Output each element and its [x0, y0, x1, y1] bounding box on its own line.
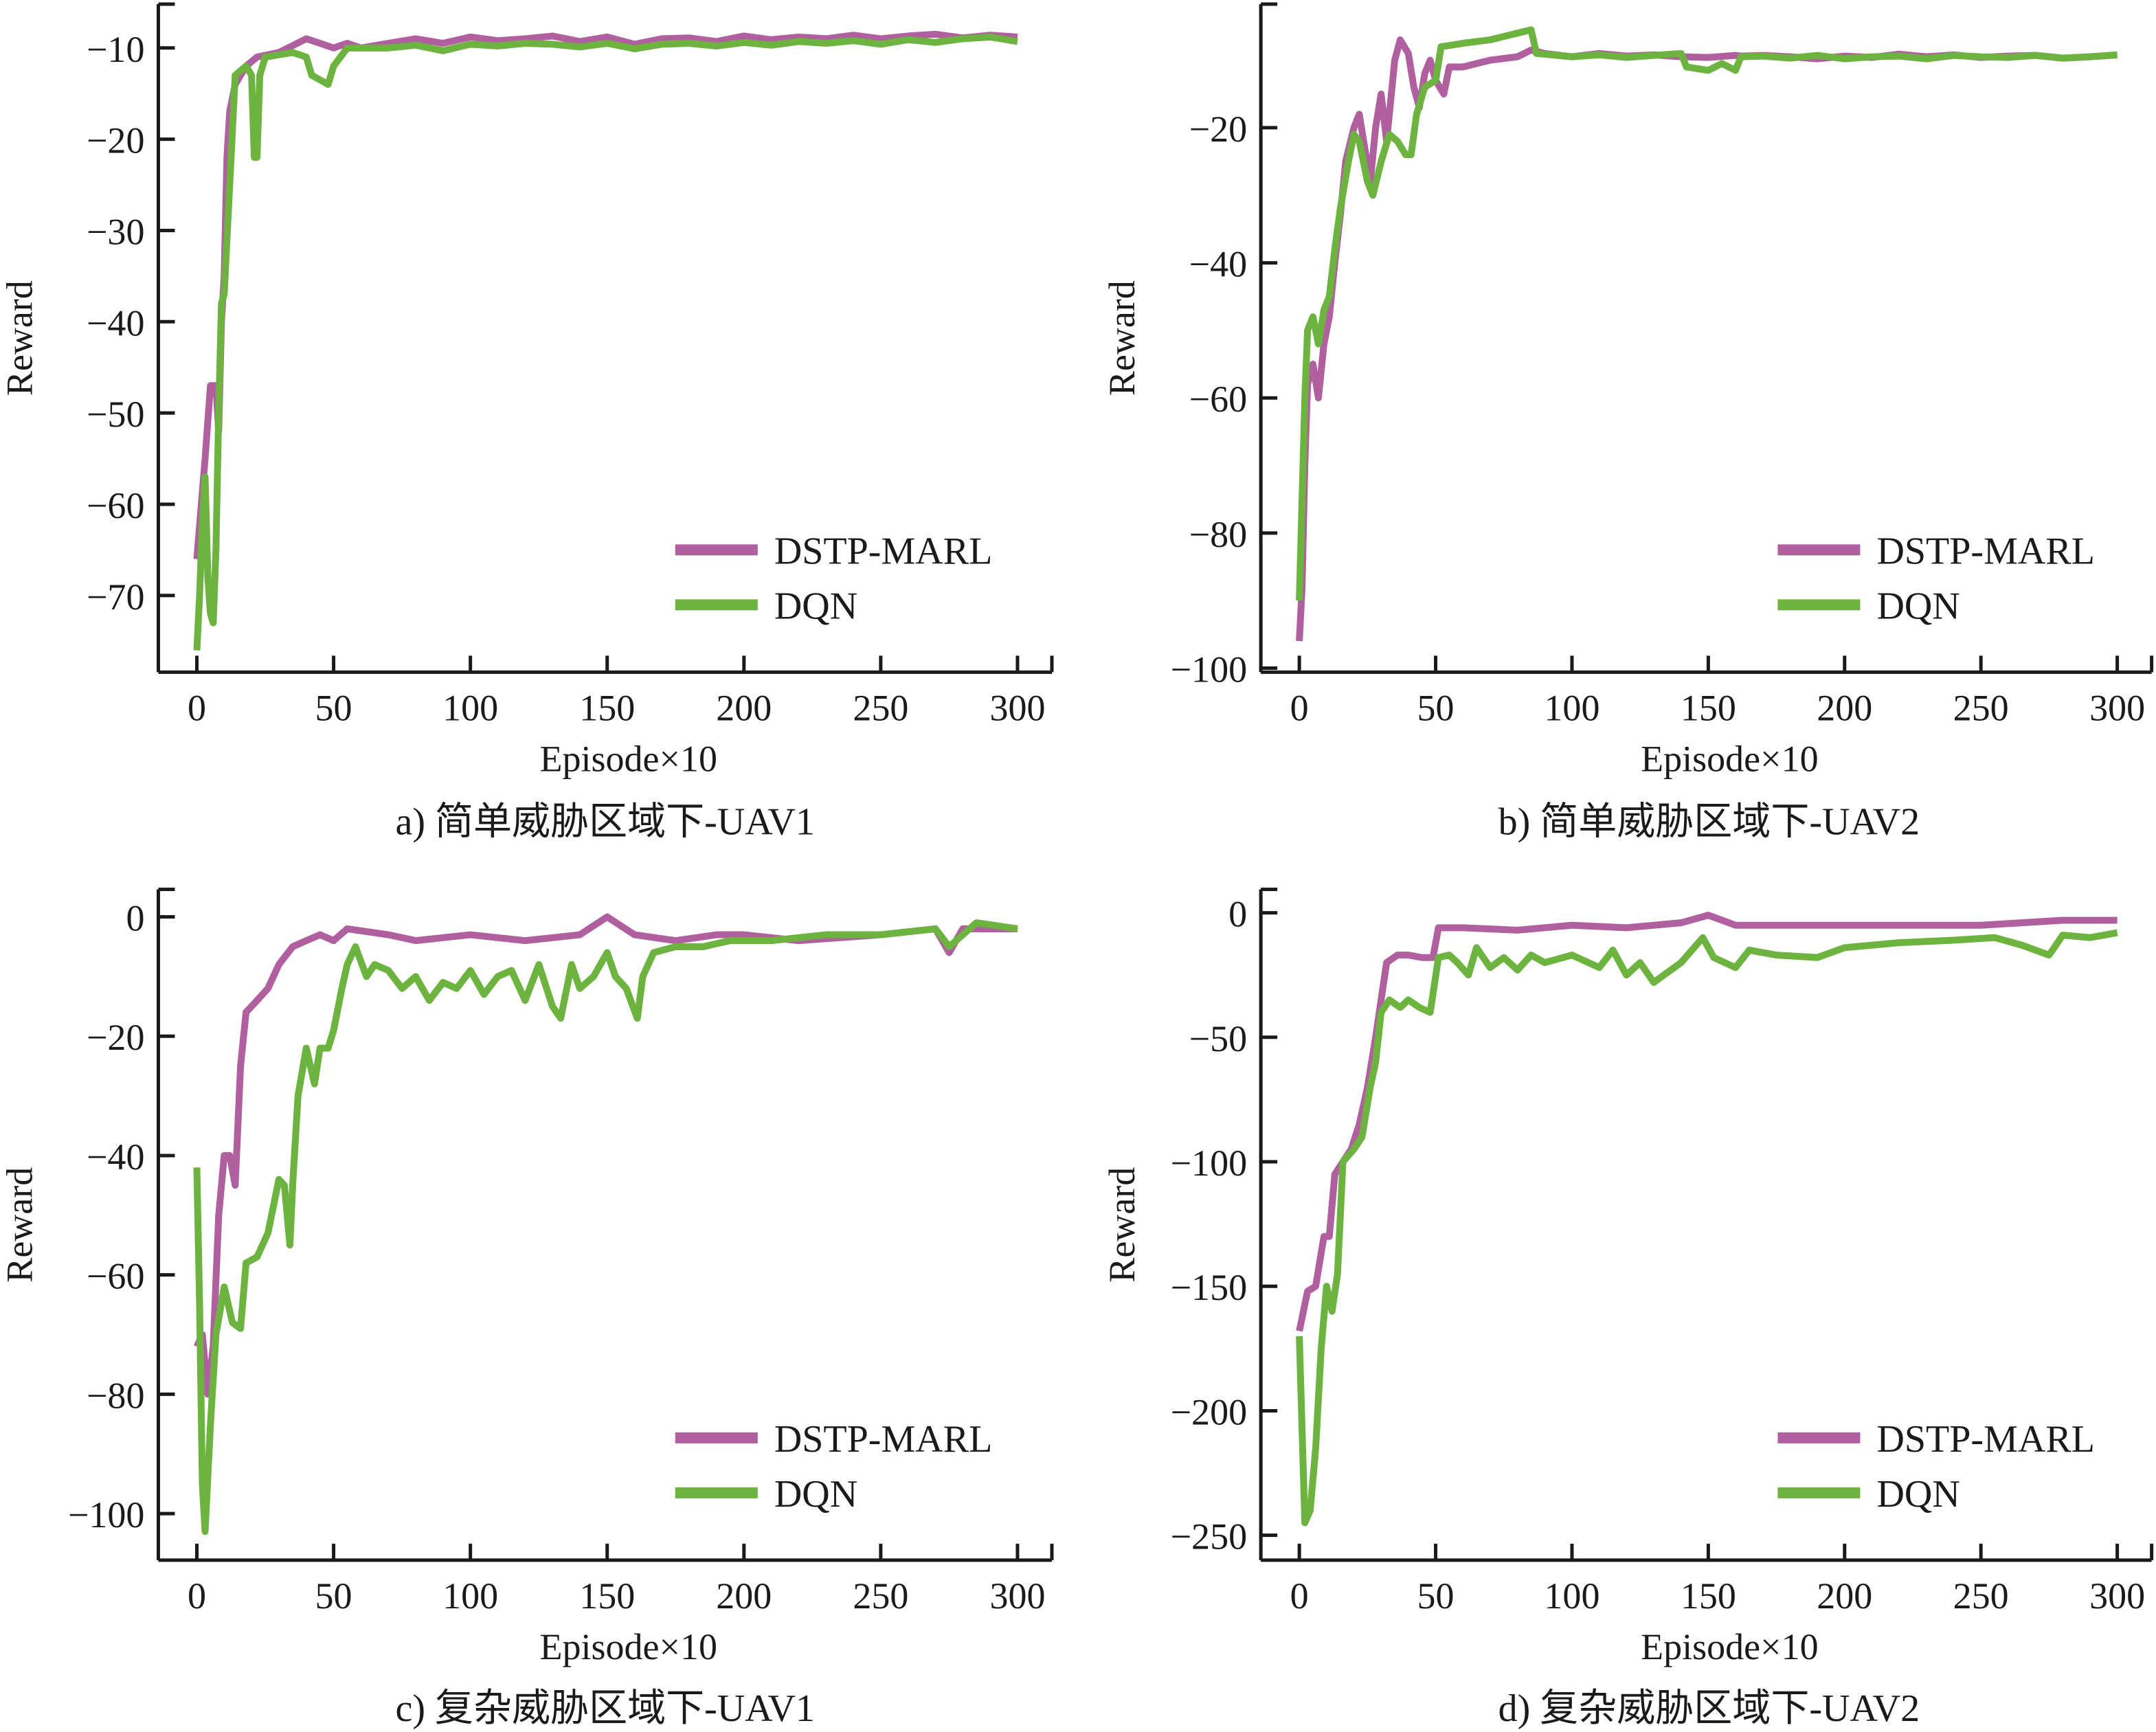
y-tick-label: −100 — [1171, 649, 1248, 690]
panel-caption: a) 简单威胁区域下-UAV1 — [396, 800, 815, 843]
x-tick-label: 250 — [853, 687, 908, 728]
x-axis-label: Episode×10 — [1641, 1626, 1819, 1667]
x-tick-label: 150 — [1681, 1575, 1736, 1617]
legend-label: DQN — [1876, 1473, 1960, 1516]
x-tick-label: 150 — [579, 687, 635, 728]
y-tick-label: −80 — [87, 1375, 144, 1416]
y-tick-label: −60 — [1189, 379, 1247, 420]
legend-label: DQN — [774, 585, 857, 627]
x-tick-label: 100 — [442, 1575, 498, 1617]
legend-label: DQN — [1876, 585, 1960, 627]
y-tick-label: −60 — [87, 485, 144, 526]
x-tick-label: 50 — [315, 1575, 352, 1617]
series-line-dqn — [1296, 26, 2118, 601]
x-tick-label: 300 — [989, 687, 1045, 728]
x-tick-label: 200 — [1817, 687, 1872, 728]
x-tick-label: 0 — [188, 1575, 206, 1617]
y-tick-label: −70 — [87, 576, 144, 618]
x-tick-label: 250 — [1953, 687, 2009, 728]
series-line-dstp-marl — [1296, 912, 2118, 1332]
panel-caption: b) 简单威胁区域下-UAV2 — [1498, 800, 1920, 843]
y-tick-label: −50 — [1189, 1018, 1247, 1059]
y-axis-label: Reward — [0, 280, 40, 396]
x-tick-label: 300 — [2089, 687, 2145, 728]
y-tick-label: −40 — [87, 1136, 144, 1178]
series-line-dqn — [1296, 929, 2118, 1527]
x-tick-label: 150 — [1681, 687, 1736, 728]
legend-label: DSTP-MARL — [774, 530, 992, 572]
y-axis-label: Reward — [0, 1167, 40, 1283]
x-tick-label: 100 — [442, 687, 498, 728]
x-axis-label: Episode×10 — [1641, 738, 1819, 779]
y-tick-label: −150 — [1171, 1267, 1248, 1308]
x-tick-label: 250 — [1953, 1575, 2009, 1617]
panel-caption: d) 复杂威胁区域下-UAV2 — [1498, 1687, 1920, 1730]
y-tick-label: −20 — [1189, 109, 1247, 150]
y-tick-label: −100 — [1171, 1143, 1248, 1184]
x-axis-label: Episode×10 — [539, 1626, 717, 1667]
x-tick-label: 50 — [1417, 687, 1455, 728]
y-tick-label: −10 — [87, 29, 144, 70]
x-tick-label: 0 — [1290, 687, 1309, 728]
panel-b: 0 50 100 150 200 250 300 −20 −40 −60 −80 −100 Episod… — [1101, 2, 2154, 843]
y-tick-label: −100 — [68, 1494, 144, 1536]
y-tick-label: −60 — [87, 1256, 144, 1297]
panel-caption: c) 复杂威胁区域下-UAV1 — [396, 1687, 815, 1730]
x-tick-label: 200 — [716, 1575, 772, 1617]
y-tick-label: 0 — [126, 897, 144, 938]
y-tick-label: −50 — [87, 394, 144, 435]
legend-label: DSTP-MARL — [1876, 530, 2094, 572]
x-tick-label: 100 — [1544, 687, 1599, 728]
y-tick-label: −30 — [87, 211, 144, 252]
y-tick-label: −250 — [1171, 1516, 1248, 1557]
series-line-dstp-marl — [193, 913, 1018, 1398]
y-axis-label: Reward — [1101, 280, 1143, 396]
x-tick-label: 50 — [1417, 1575, 1455, 1617]
x-tick-label: 100 — [1544, 1575, 1599, 1617]
panel-c: 0 50 100 150 200 250 300 0 −20 −40 −60 −80 −100 Episo… — [0, 888, 1054, 1730]
x-tick-label: 150 — [579, 1575, 635, 1617]
x-tick-label: 50 — [315, 687, 352, 728]
y-tick-label: −40 — [1189, 244, 1247, 285]
y-tick-label: −20 — [87, 120, 144, 161]
x-tick-label: 250 — [853, 1575, 908, 1617]
panel-a: 0 50 100 150 200 250 300 −10 −20 −30 −40 −50 −60 −70 E… — [0, 2, 1054, 843]
legend-label: DSTP-MARL — [774, 1418, 992, 1461]
series-line-dqn — [193, 919, 1018, 1536]
y-axis-label: Reward — [1101, 1167, 1143, 1283]
panel-d: 0 50 100 150 200 250 300 0 −50 −100 −150 −200 −250 Ep… — [1101, 888, 2154, 1730]
x-tick-label: 300 — [989, 1575, 1045, 1617]
legend-label: DSTP-MARL — [1876, 1418, 2094, 1461]
series-line-dstp-marl — [193, 30, 1018, 560]
y-tick-label: −40 — [87, 302, 144, 344]
y-tick-label: −200 — [1171, 1391, 1248, 1432]
y-tick-label: −20 — [87, 1017, 144, 1058]
x-tick-label: 0 — [188, 687, 206, 728]
y-tick-label: −80 — [1189, 514, 1247, 555]
series-line-dqn — [193, 33, 1018, 651]
x-tick-label: 200 — [716, 687, 772, 728]
x-tick-label: 0 — [1290, 1575, 1309, 1617]
x-tick-label: 300 — [2089, 1575, 2145, 1617]
y-tick-label: 0 — [1228, 894, 1247, 935]
legend-label: DQN — [774, 1473, 857, 1516]
x-tick-label: 200 — [1817, 1575, 1872, 1617]
x-axis-label: Episode×10 — [539, 738, 717, 779]
